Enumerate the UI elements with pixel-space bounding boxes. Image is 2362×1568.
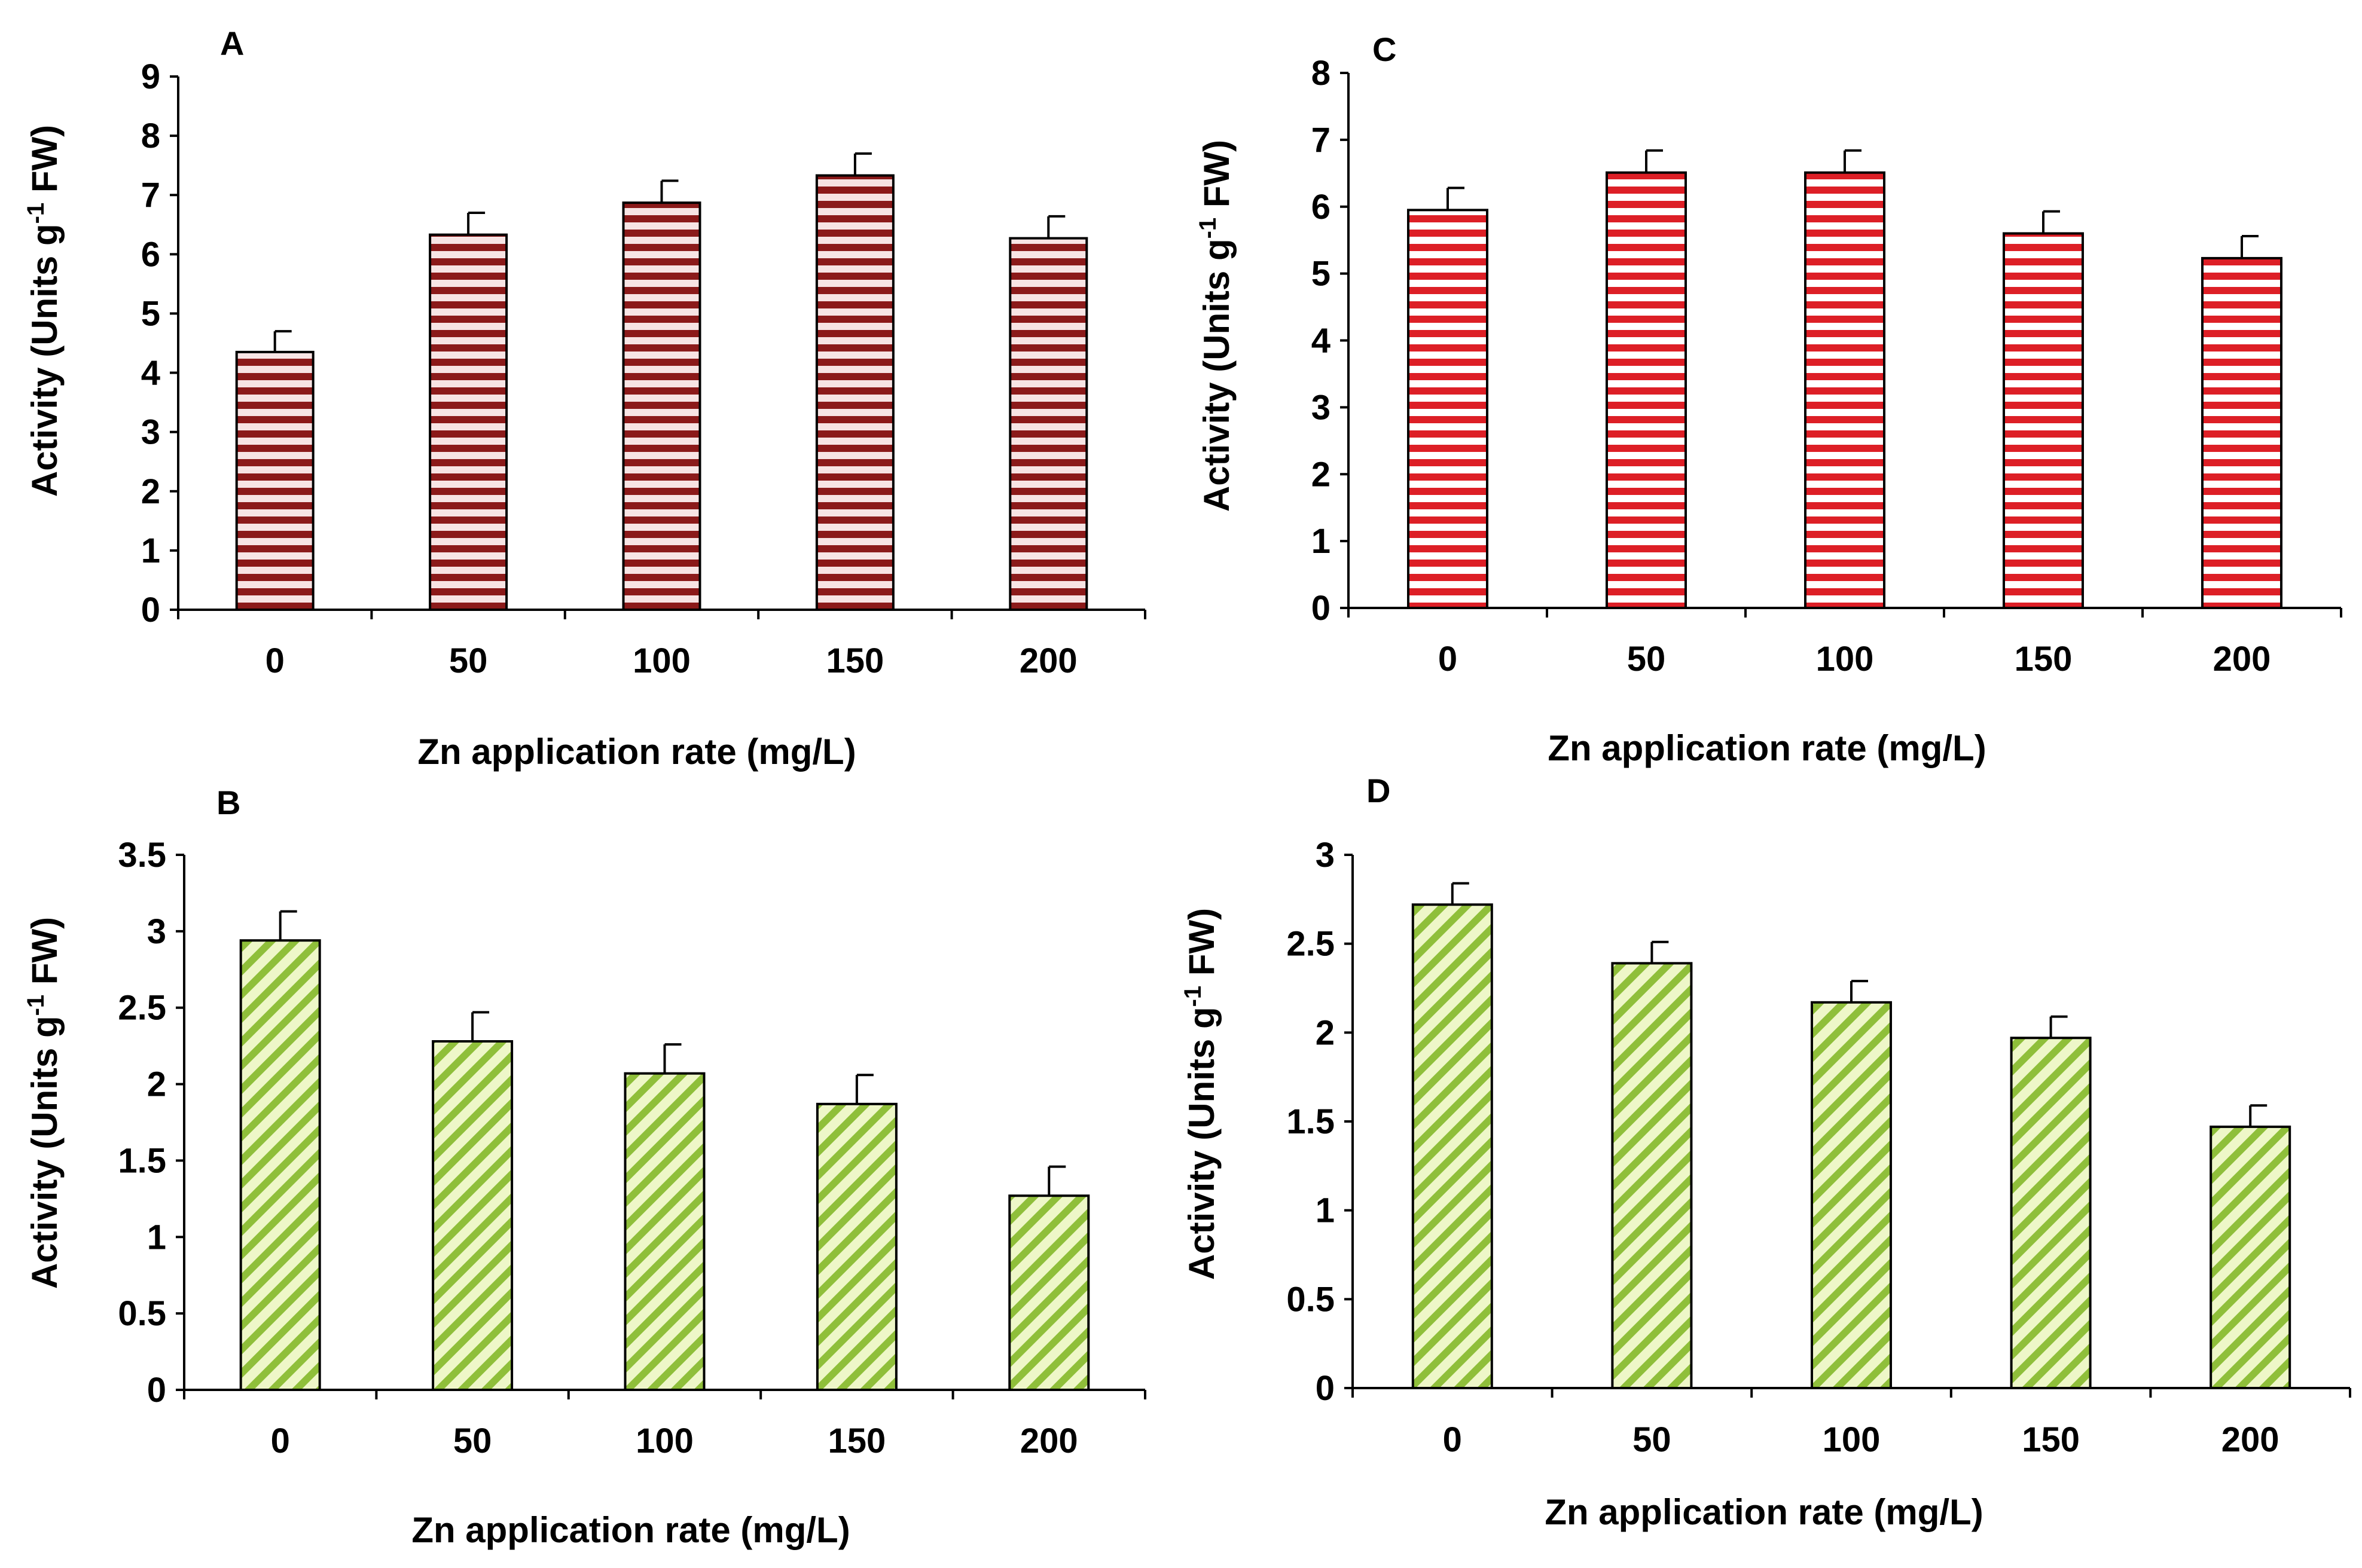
bar-c-0 xyxy=(1407,209,1488,609)
y-tick-label-d: 3 xyxy=(1316,836,1335,875)
bar-a-100 xyxy=(622,201,701,611)
x-tick-label-a: 50 xyxy=(449,641,488,680)
x-tick-label-c: 200 xyxy=(2213,640,2271,678)
y-tick-label-d: 1 xyxy=(1316,1191,1335,1230)
bar-d-200 xyxy=(2210,1125,2291,1390)
bar-a-150 xyxy=(815,174,895,611)
bar-d-0 xyxy=(1411,903,1493,1389)
bar-b-200 xyxy=(1008,1194,1090,1391)
bar-c-200 xyxy=(2201,256,2282,609)
bar-c-100 xyxy=(1804,171,1885,610)
y-tick-label-d: 2.5 xyxy=(1286,925,1335,964)
y-tick-label-c: 5 xyxy=(1311,255,1330,294)
y-axis-title-d: Activity (Units g-1 FW) xyxy=(1180,908,1222,1280)
y-tick-label-a: 1 xyxy=(141,531,160,570)
bar-d-100 xyxy=(1811,1001,1892,1389)
bar-d-150 xyxy=(2010,1037,2092,1389)
chart-panel-c: C Zn application rate (mg/L) Activity (U… xyxy=(1195,30,2342,768)
x-tick-label-a: 0 xyxy=(266,641,285,680)
x-tick-label-c: 100 xyxy=(1816,640,1874,678)
y-tick-label-b: 3 xyxy=(147,912,166,951)
panel-label-a: A xyxy=(220,25,244,62)
bar-a-0 xyxy=(235,350,315,611)
y-tick-label-a: 0 xyxy=(141,591,160,629)
x-tick-label-a: 100 xyxy=(633,641,691,680)
y-tick-label-c: 1 xyxy=(1311,522,1330,561)
y-tick-label-c: 8 xyxy=(1311,54,1330,93)
x-tick-label-a: 150 xyxy=(826,641,884,680)
y-tick-label-a: 5 xyxy=(141,294,160,333)
bar-b-150 xyxy=(816,1102,898,1392)
y-tick-label-a: 3 xyxy=(141,413,160,452)
x-tick-label-b: 0 xyxy=(271,1422,290,1460)
bar-b-50 xyxy=(432,1040,514,1391)
y-tick-label-b: 1.5 xyxy=(118,1141,166,1180)
panel-label-d: D xyxy=(1366,772,1390,809)
y-tick-label-a: 8 xyxy=(141,117,160,155)
bar-a-200 xyxy=(1009,237,1088,612)
x-tick-label-b: 150 xyxy=(828,1422,886,1460)
y-tick-label-b: 2 xyxy=(147,1065,166,1104)
x-tick-label-d: 150 xyxy=(2022,1420,2080,1459)
y-tick-label-a: 4 xyxy=(141,354,160,393)
chart-panel-b: B Zn application rate (mg/L) Activity (U… xyxy=(23,784,1146,1550)
x-tick-label-c: 50 xyxy=(1627,640,1666,678)
x-tick-label-b: 200 xyxy=(1020,1422,1078,1460)
y-tick-label-c: 2 xyxy=(1311,455,1330,494)
y-tick-label-d: 2 xyxy=(1316,1013,1335,1052)
x-tick-label-d: 100 xyxy=(1823,1420,1881,1459)
x-axis-title-b: Zn application rate (mg/L) xyxy=(411,1510,850,1550)
x-axis-title-d: Zn application rate (mg/L) xyxy=(1545,1492,1983,1532)
panel-label-c: C xyxy=(1372,30,1396,68)
y-tick-label-d: 0.5 xyxy=(1286,1280,1335,1319)
x-axis-title-a: Zn application rate (mg/L) xyxy=(417,732,856,772)
bar-c-150 xyxy=(2003,232,2084,609)
x-tick-label-c: 150 xyxy=(2015,640,2073,678)
y-tick-label-b: 3.5 xyxy=(118,836,166,875)
x-tick-label-d: 50 xyxy=(1632,1420,1671,1459)
x-tick-label-c: 0 xyxy=(1438,640,1457,678)
y-tick-label-a: 7 xyxy=(141,176,160,215)
y-tick-label-b: 0.5 xyxy=(118,1294,166,1333)
y-tick-label-a: 6 xyxy=(141,235,160,274)
y-tick-label-c: 3 xyxy=(1311,388,1330,427)
x-tick-label-d: 0 xyxy=(1443,1420,1462,1459)
y-tick-label-b: 2.5 xyxy=(118,989,166,1028)
bar-b-100 xyxy=(624,1072,706,1391)
y-tick-label-c: 7 xyxy=(1311,121,1330,160)
x-tick-label-b: 100 xyxy=(636,1422,694,1460)
y-axis-title-c: Activity (Units g-1 FW) xyxy=(1195,140,1237,512)
y-tick-label-d: 0 xyxy=(1316,1369,1335,1408)
y-tick-label-d: 1.5 xyxy=(1286,1102,1335,1141)
y-tick-label-b: 1 xyxy=(147,1218,166,1257)
bar-a-50 xyxy=(429,233,508,612)
y-tick-label-b: 0 xyxy=(147,1371,166,1410)
chart-panel-d: D Zn application rate (mg/L) Activity (U… xyxy=(1180,772,2351,1532)
x-tick-label-d: 200 xyxy=(2221,1420,2279,1459)
bar-d-50 xyxy=(1611,962,1693,1389)
bar-c-50 xyxy=(1606,171,1687,610)
y-tick-label-a: 2 xyxy=(141,472,160,511)
y-tick-label-a: 9 xyxy=(141,57,160,96)
y-tick-label-c: 4 xyxy=(1311,322,1330,360)
y-axis-title-b: Activity (Units g-1 FW) xyxy=(23,917,65,1289)
bar-b-0 xyxy=(239,939,321,1391)
chart-panel-a: A Zn application rate (mg/L) Activity (U… xyxy=(23,25,1146,772)
x-tick-label-b: 50 xyxy=(453,1422,492,1460)
x-axis-title-c: Zn application rate (mg/L) xyxy=(1548,728,1986,768)
x-tick-label-a: 200 xyxy=(1020,641,1078,680)
y-axis-title-a: Activity (Units g-1 FW) xyxy=(23,125,65,497)
y-tick-label-c: 6 xyxy=(1311,188,1330,227)
y-tick-label-c: 0 xyxy=(1311,589,1330,628)
panel-label-b: B xyxy=(216,784,240,821)
